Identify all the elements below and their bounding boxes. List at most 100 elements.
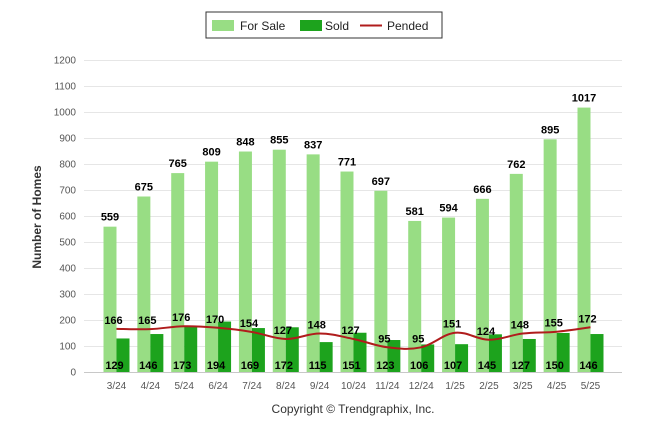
y-tick-label: 100 — [59, 342, 76, 353]
label-for-sale: 666 — [473, 184, 491, 196]
x-tick-label: 8/24 — [276, 381, 296, 392]
label-pended: 176 — [172, 312, 190, 324]
y-tick-label: 900 — [59, 134, 76, 145]
x-tick-label: 3/24 — [107, 381, 127, 392]
label-sold: 107 — [444, 360, 462, 372]
y-tick-label: 1200 — [54, 56, 77, 67]
pended-line — [116, 325, 591, 350]
copyright-text: Copyright © Trendgraphix, Inc. — [272, 402, 435, 416]
label-pended: 154 — [240, 318, 259, 330]
label-for-sale: 581 — [406, 206, 424, 218]
y-tick-label: 1000 — [54, 108, 77, 119]
y-tick-label: 200 — [59, 316, 76, 327]
label-sold: 146 — [579, 360, 597, 372]
bar-for-sale — [408, 220, 422, 372]
bar-sold — [116, 338, 130, 372]
label-pended: 95 — [378, 333, 390, 345]
label-pended: 170 — [206, 314, 224, 326]
bar-for-sale — [306, 154, 320, 372]
bar-for-sale — [137, 196, 151, 372]
bar-for-sale — [171, 173, 185, 372]
label-sold: 115 — [309, 360, 327, 372]
x-tick-label: 11/24 — [375, 381, 400, 392]
data-labels: 559 166 129 675 165 146 765 176 173 809 170 194 848 1… — [101, 93, 598, 372]
legend-label-pended: Pended — [387, 19, 428, 33]
y-tick-label: 500 — [59, 238, 76, 249]
x-tick-label: 10/24 — [341, 381, 366, 392]
label-sold: 150 — [545, 360, 563, 372]
x-tick-label: 6/24 — [208, 381, 228, 392]
bar-for-sale — [543, 139, 557, 372]
label-for-sale: 675 — [135, 182, 153, 194]
y-tick-label: 800 — [59, 160, 76, 171]
bar-for-sale — [103, 226, 117, 372]
bar-sold — [184, 327, 198, 372]
legend-swatch-sold — [300, 20, 322, 31]
x-tick-label: 12/24 — [409, 381, 434, 392]
label-for-sale: 762 — [507, 159, 525, 171]
label-sold: 146 — [139, 360, 157, 372]
y-tick-label: 0 — [70, 368, 76, 379]
label-sold: 123 — [376, 360, 394, 372]
x-tick-label: 7/24 — [242, 381, 262, 392]
bar-for-sale — [374, 190, 388, 372]
y-tick-label: 1100 — [54, 82, 76, 93]
label-for-sale: 848 — [236, 137, 254, 149]
label-sold: 129 — [105, 360, 123, 372]
x-axis-ticks: 3/24 4/24 5/24 6/24 7/24 8/24 9/24 10/24 11/24 12… — [107, 381, 601, 392]
x-tick-label: 4/25 — [547, 381, 567, 392]
label-sold: 145 — [478, 360, 496, 372]
label-sold: 151 — [342, 360, 360, 372]
bar-sold — [556, 333, 570, 372]
label-for-sale: 809 — [202, 147, 220, 159]
label-pended: 166 — [104, 315, 122, 327]
legend-label-sold: Sold — [325, 19, 349, 33]
bar-for-sale — [205, 161, 219, 372]
bar-sold — [590, 334, 604, 372]
bar-sold — [150, 334, 164, 372]
x-tick-label: 2/25 — [479, 381, 499, 392]
bar-sold — [353, 332, 367, 372]
pended-line-path — [116, 325, 591, 350]
bar-for-sale — [509, 173, 523, 372]
label-sold: 172 — [275, 360, 293, 372]
label-for-sale: 895 — [541, 124, 559, 136]
x-tick-label: 9/24 — [310, 381, 330, 392]
bar-sold — [251, 328, 265, 372]
y-tick-label: 600 — [59, 212, 76, 223]
label-pended: 165 — [138, 315, 156, 327]
label-pended: 148 — [307, 320, 325, 332]
label-sold: 169 — [241, 360, 259, 372]
x-tick-label: 5/25 — [581, 381, 601, 392]
bar-sold — [421, 344, 435, 372]
bar-for-sale — [238, 151, 252, 372]
label-sold: 173 — [173, 360, 191, 372]
bar-for-sale — [340, 171, 354, 372]
bar-for-sale — [475, 198, 489, 372]
label-sold: 194 — [207, 360, 226, 372]
label-pended: 124 — [477, 326, 496, 338]
y-tick-label: 700 — [59, 186, 76, 197]
legend-swatch-for-sale — [212, 20, 234, 31]
y-tick-label: 400 — [59, 264, 76, 275]
x-tick-label: 1/25 — [445, 381, 465, 392]
x-tick-label: 4/24 — [141, 381, 161, 392]
bar-sold — [218, 321, 232, 372]
y-axis-ticks: 0 100 200 300 400 500 600 700 800 900 1000 1100 1200 — [54, 56, 77, 379]
legend: For Sale Sold Pended — [205, 11, 443, 39]
x-tick-label: 5/24 — [174, 381, 194, 392]
bar-for-sale — [272, 149, 286, 372]
label-pended: 155 — [544, 318, 562, 330]
label-pended: 148 — [511, 320, 529, 332]
bar-for-sale — [442, 217, 456, 372]
label-pended: 172 — [578, 313, 596, 325]
bars — [103, 107, 604, 372]
label-for-sale: 1017 — [572, 93, 596, 105]
legend-box — [205, 11, 443, 39]
label-for-sale: 837 — [304, 139, 322, 151]
label-for-sale: 594 — [439, 203, 458, 215]
label-for-sale: 697 — [372, 176, 390, 188]
legend-label-for-sale: For Sale — [240, 19, 286, 33]
label-for-sale: 559 — [101, 212, 119, 224]
